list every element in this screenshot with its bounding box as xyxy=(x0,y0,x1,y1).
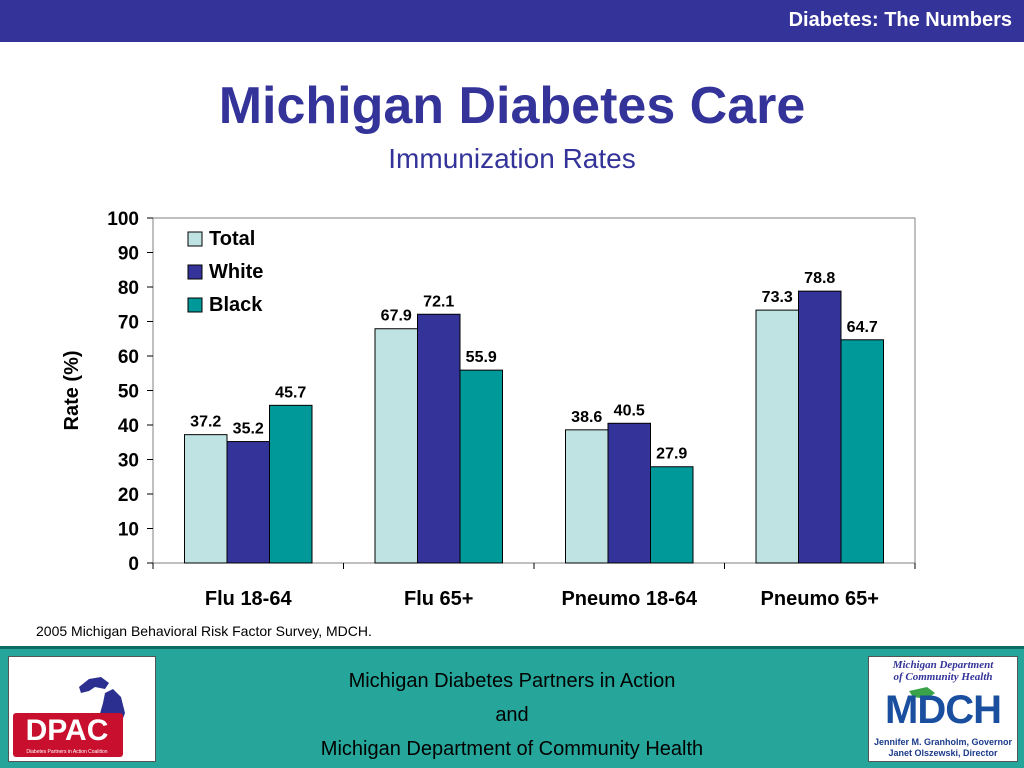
mdch-logo-line1: Michigan Department of Community Health xyxy=(869,659,1017,683)
data-label: 72.1 xyxy=(423,293,454,310)
mdch-logo-letters: MDCH xyxy=(885,688,1002,732)
bar xyxy=(417,313,461,564)
legend-label: Black xyxy=(209,294,263,316)
mdch-logo: Michigan Department of Community Health … xyxy=(868,656,1018,762)
mdch-map-icon xyxy=(909,687,935,699)
legend-swatch xyxy=(187,264,203,280)
data-label: 73.3 xyxy=(762,289,793,306)
footer-line-3: Michigan Department of Community Health xyxy=(320,738,704,760)
x-category-label: Flu 65+ xyxy=(404,588,473,610)
data-label: 55.9 xyxy=(466,349,497,366)
y-tick-label: 80 xyxy=(118,278,139,299)
legend-swatch xyxy=(187,231,203,247)
page-title: Michigan Diabetes Care xyxy=(218,77,806,135)
y-tick-label: 20 xyxy=(118,485,139,506)
y-tick-label: 10 xyxy=(118,520,139,541)
footer-text: Michigan Diabetes Partners in Action and… xyxy=(0,664,1024,766)
source-note: 2005 Michigan Behavioral Risk Factor Sur… xyxy=(36,623,372,639)
y-tick-label: 70 xyxy=(118,313,139,334)
y-tick-label: 0 xyxy=(128,554,139,575)
bar xyxy=(226,441,270,564)
mdch-director: Janet Olszewski, Director xyxy=(888,748,998,758)
legend-swatch xyxy=(187,297,203,313)
footer-line-1: Michigan Diabetes Partners in Action xyxy=(348,670,676,692)
bar xyxy=(798,290,842,564)
mdch-logo-line1b: of Community Health xyxy=(893,671,993,683)
data-label: 35.2 xyxy=(233,421,264,438)
data-label: 45.7 xyxy=(275,384,306,401)
header-bar: Diabetes: The Numbers xyxy=(0,0,1024,42)
data-label: 38.6 xyxy=(571,409,602,426)
bar xyxy=(374,328,418,564)
y-axis-label: Rate (%) xyxy=(61,350,83,430)
legend-label: White xyxy=(209,261,263,283)
data-label: 27.9 xyxy=(656,446,687,463)
y-tick-label: 100 xyxy=(107,209,139,230)
bar xyxy=(840,339,884,564)
dpac-logo-text: DPAC xyxy=(25,714,109,747)
bar xyxy=(650,466,694,564)
y-tick-label: 50 xyxy=(118,382,139,403)
y-tick-label: 90 xyxy=(118,244,139,265)
data-label: 40.5 xyxy=(614,402,645,419)
y-tick-label: 30 xyxy=(118,451,139,472)
dpac-badge xyxy=(13,713,123,757)
x-category-label: Flu 18-64 xyxy=(205,588,293,610)
page-subtitle: Immunization Rates xyxy=(388,143,636,174)
bar xyxy=(459,369,503,564)
footer-line-2: and xyxy=(495,704,529,726)
legend-label: Total xyxy=(209,228,255,250)
bar xyxy=(565,429,609,564)
data-label: 67.9 xyxy=(381,308,412,325)
dpac-logo-subtext: Diabetes Partners in Action Coalition xyxy=(26,749,108,755)
header-title: Diabetes: The Numbers xyxy=(788,9,1012,31)
data-label: 78.8 xyxy=(804,270,835,287)
x-category-label: Pneumo 65+ xyxy=(761,588,879,610)
dpac-logo: DPAC Diabetes Partners in Action Coaliti… xyxy=(8,656,156,762)
bar xyxy=(184,434,228,564)
footer-band xyxy=(0,646,1024,768)
data-label: 37.2 xyxy=(190,414,221,431)
bar xyxy=(607,422,651,564)
bar xyxy=(269,404,313,564)
data-label: 64.7 xyxy=(847,319,878,336)
y-tick-label: 40 xyxy=(118,416,139,437)
mdch-governor: Jennifer M. Granholm, Governor xyxy=(873,737,1013,747)
y-tick-label: 60 xyxy=(118,347,139,368)
mdch-logo-line1a: Michigan Department xyxy=(892,659,994,671)
x-category-label: Pneumo 18-64 xyxy=(561,588,697,610)
bar-chart: 0 10 20 30 40 50 60 70 80 90 100 Rate (%) 37.2 35.2 45… xyxy=(61,209,916,610)
bar xyxy=(755,309,799,564)
